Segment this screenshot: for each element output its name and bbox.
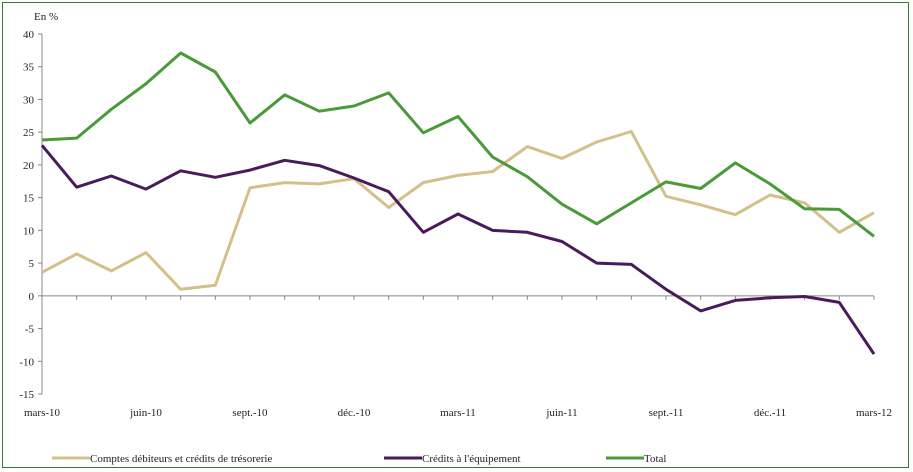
x-tick-label: mars-12 xyxy=(856,407,892,419)
series-line-2 xyxy=(40,144,876,355)
x-tick-label: mars-11 xyxy=(440,407,476,419)
y-tick-label: 15 xyxy=(23,193,35,205)
legend-label-3: Total xyxy=(644,453,666,465)
y-tick-label: 35 xyxy=(23,62,35,74)
x-tick-label: déc.-11 xyxy=(754,407,786,419)
y-tick-label: -10 xyxy=(19,356,34,368)
x-tick-label: sept.-10 xyxy=(232,407,268,419)
series-line-1 xyxy=(41,130,875,291)
series-lines xyxy=(40,51,876,355)
x-tick-label: sept.-11 xyxy=(649,407,684,419)
x-tick-label: juin-11 xyxy=(545,407,577,419)
x-tick-label: juin-10 xyxy=(129,407,162,419)
y-tick-label: 10 xyxy=(23,225,35,237)
y-tick-label: -15 xyxy=(19,389,34,401)
x-tick-label: déc.-10 xyxy=(338,407,371,419)
series-line-3 xyxy=(41,51,875,238)
y-tick-label: 40 xyxy=(23,29,35,41)
legend-label-1: Comptes débiteurs et crédits de trésorer… xyxy=(90,453,272,465)
y-tick-label: 20 xyxy=(23,160,35,172)
axes: 40 35 30 25 20 15 10 5 0 -5 -10 -15 mars-10 juin-10 se… xyxy=(19,29,892,419)
legend-label-2: Crédits à l'équipement xyxy=(422,453,521,465)
legend: Comptes débiteurs et crédits de trésorer… xyxy=(52,453,666,465)
x-tick-label: mars-10 xyxy=(24,407,61,419)
y-tick-label: -5 xyxy=(25,324,35,336)
y-tick-label: 5 xyxy=(29,258,35,270)
unit-label: En % xyxy=(34,11,58,23)
y-tick-label: 0 xyxy=(29,291,35,303)
y-tick-label: 30 xyxy=(23,94,35,106)
y-tick-label: 25 xyxy=(23,127,35,139)
